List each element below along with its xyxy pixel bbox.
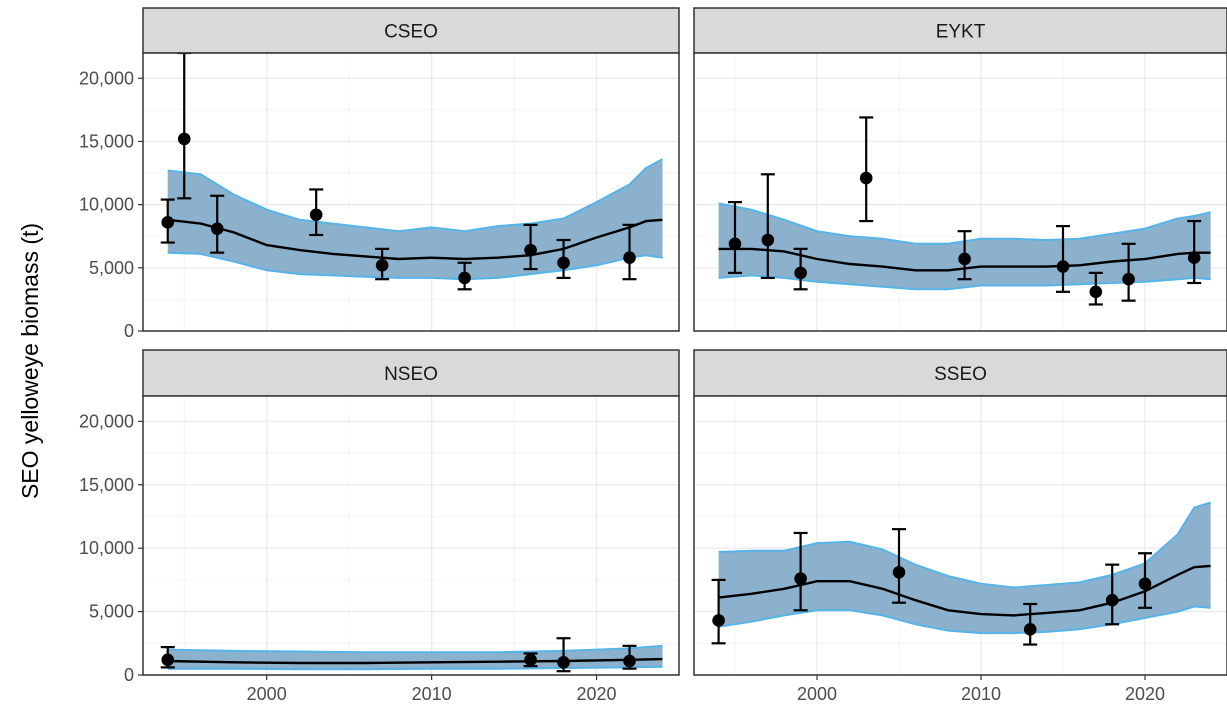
ribbon-lower-edge [718,274,1211,291]
strip-label-eykt: EYKT [936,22,986,43]
x-tick-label: 2010 [961,684,1001,704]
data-point [794,266,807,280]
data-point [1138,577,1152,590]
strip-label-nseo: NSEO [384,364,438,385]
y-tick-label: 10,000 [79,195,134,215]
y-tick-label: 20,000 [79,68,134,88]
panel-border-cseo [142,52,680,332]
credible-interval-ribbon [718,502,1211,634]
ribbon-upper-edge [167,158,663,233]
data-layer-sseo [711,501,1211,646]
data-point [1023,623,1037,636]
data-layer-nseo [160,637,663,673]
panel-background-eykt [694,53,1227,331]
data-point [458,271,471,285]
estimate-line [718,247,1211,272]
ribbon-upper-edge [167,644,663,654]
data-point [1105,593,1119,607]
y-tick-label: 10,000 [79,538,134,558]
strip-cseo [142,7,680,54]
data-point [557,256,570,270]
x-tick-label: 2000 [797,684,837,704]
strip-eykt [693,7,1227,54]
strip-label-sseo: SSEO [934,364,987,385]
gridlines-cseo [143,53,679,331]
panel-nseo: NSEO 0 5,000 10,000 15,000 20,000 2000 2010 2020 [79,349,680,704]
y-tick-label: 0 [124,665,134,685]
data-point [761,233,775,247]
ribbon-upper-edge [718,202,1211,245]
panel-border-nseo [142,395,680,676]
data-point [712,614,725,627]
data-point [1122,272,1135,286]
panel-background-sseo [694,396,1227,675]
estimate-line [718,564,1211,617]
ribbon-lower-edge [718,605,1211,635]
data-point [375,258,389,272]
gridlines-eykt [694,53,1227,331]
y-tick-label: 0 [124,321,134,341]
data-point [728,237,742,251]
panel-cseo: CSEO 0 5,000 10,000 15,000 20,000 [79,7,680,341]
x-tick-label: 2000 [247,684,287,704]
data-point [623,654,636,668]
y-tick-label: 5,000 [89,602,134,622]
data-point [309,208,323,222]
y-tick-label: 5,000 [89,258,134,278]
strip-label-cseo: CSEO [384,22,438,43]
data-layer-cseo [160,53,663,291]
gridlines-nseo [143,396,679,675]
data-point [892,565,906,579]
ribbon-lower-edge [167,665,663,671]
data-point [161,216,175,229]
strip-sseo [693,349,1227,397]
panel-background-cseo [143,53,679,331]
data-point [859,171,873,185]
data-point [524,653,537,667]
x-tick-label: 2010 [412,684,452,704]
y-tick-label: 15,000 [79,131,134,151]
panel-sseo: SSEO 2000 2010 2020 [693,349,1227,704]
data-point [1089,285,1103,299]
data-point [177,132,191,146]
y-tick-label: 15,000 [79,475,134,495]
data-layer-eykt [718,116,1211,306]
ribbon-lower-edge [167,251,663,281]
data-point [958,252,971,266]
data-point [794,572,807,585]
y-axis-title: SEO yelloweye biomass (t) [17,223,43,499]
panel-background-nseo [143,396,679,675]
panel-eykt: EYKT [693,7,1227,332]
data-point [210,222,224,235]
panel-border-sseo [693,395,1227,676]
panel-border-eykt [693,52,1227,332]
y-tick-label: 20,000 [79,411,134,431]
facet-panels: CSEO 0 5,000 10,000 15,000 20,000 EYKT NSEO 0 5,0… [79,7,1227,704]
data-point [1187,251,1201,265]
estimate-line [167,218,663,261]
data-point [623,251,636,265]
strip-nseo [142,349,680,397]
data-point [557,656,570,669]
x-tick-label: 2020 [577,684,617,704]
data-point [161,653,175,667]
data-point [524,243,537,257]
ribbon-upper-edge [718,501,1211,589]
data-point [1056,260,1070,273]
x-tick-label: 2020 [1125,684,1165,704]
estimate-line [167,657,663,665]
